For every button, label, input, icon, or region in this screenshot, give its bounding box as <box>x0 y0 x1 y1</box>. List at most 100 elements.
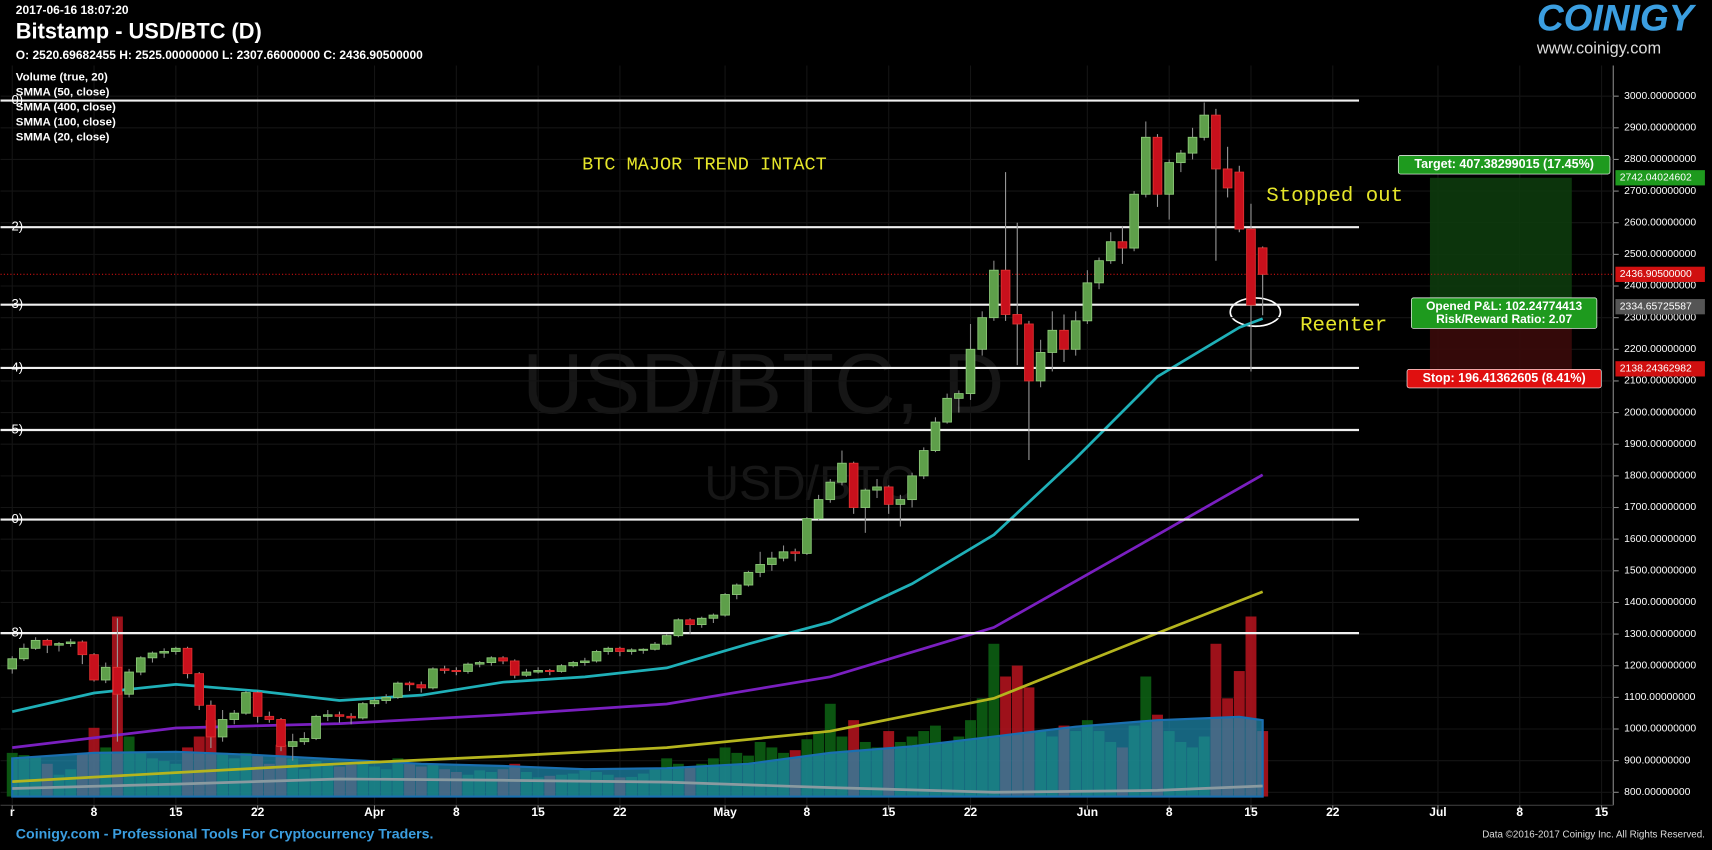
candle-body <box>825 481 836 501</box>
x-tick-label: 8 <box>453 805 460 819</box>
candle-body <box>311 715 321 739</box>
y-tick-label: 2400.00000000 <box>1624 281 1696 292</box>
candle-body <box>965 348 976 395</box>
x-tick-label: Jun <box>1077 805 1098 819</box>
candle-body <box>685 619 695 626</box>
candle-body <box>591 651 602 662</box>
candle-body <box>486 657 497 663</box>
level-label: 3) <box>11 296 23 311</box>
candle-body <box>1059 329 1069 350</box>
x-tick-label: 8 <box>1166 805 1173 819</box>
y-tick-label: 2800.00000000 <box>1624 154 1696 165</box>
x-tick-label: Apr <box>364 805 385 819</box>
candle-body <box>778 551 789 559</box>
y-tick-label: 2900.00000000 <box>1624 123 1696 134</box>
candle-body <box>638 648 649 651</box>
candle-body <box>720 594 730 616</box>
axis-marker-label: 2138.24362982 <box>1620 364 1692 375</box>
y-tick-label: 1900.00000000 <box>1624 439 1696 450</box>
target-zone <box>1429 177 1572 307</box>
y-tick-label: 2600.00000000 <box>1624 217 1696 228</box>
level-label: 2) <box>11 219 23 234</box>
y-tick-label: 1500.00000000 <box>1624 566 1696 577</box>
smma-line <box>12 590 1264 783</box>
y-tick-label: 1000.00000000 <box>1624 724 1696 735</box>
legend-entry: SMMA (50, close) <box>16 86 110 98</box>
y-tick-label: 900.00000000 <box>1624 755 1690 766</box>
level-label: 0) <box>11 511 23 526</box>
candle-body <box>942 397 952 423</box>
candle-body <box>65 641 76 645</box>
candle-body <box>416 684 427 689</box>
y-tick-label: 1400.00000000 <box>1624 597 1696 608</box>
x-tick-label: May <box>713 805 737 819</box>
axis-marker <box>1615 299 1705 315</box>
x-tick-label: 15 <box>882 805 896 819</box>
candle-body <box>1024 323 1034 382</box>
annotation: BTC MAJOR TREND INTACT <box>582 155 827 176</box>
candle-body <box>767 557 777 565</box>
candle-body <box>743 571 754 586</box>
candle-body <box>100 666 111 681</box>
candle-body <box>860 489 871 508</box>
x-tick-label: 22 <box>251 805 265 819</box>
level-label: 8) <box>11 625 23 640</box>
candle-body <box>580 660 590 663</box>
candle-body <box>930 421 941 451</box>
candle-body <box>112 666 123 695</box>
candle-body <box>135 657 146 673</box>
candle-body <box>7 658 18 670</box>
x-tick-label: Jul <box>1429 805 1446 819</box>
candle-body <box>299 738 310 743</box>
x-tick-label: 8 <box>1516 805 1523 819</box>
y-tick-label: 1100.00000000 <box>1624 692 1695 703</box>
timestamp: 2017-06-16 18:07:20 <box>16 3 129 17</box>
annotation: Stopped out <box>1266 185 1403 208</box>
volume-bar <box>988 643 1000 797</box>
candle-body <box>463 663 473 672</box>
y-tick-label: 1800.00000000 <box>1624 471 1696 482</box>
ohlc: O: 2520.69682455 H: 2525.00000000 L: 230… <box>16 48 423 62</box>
candle-body <box>509 660 520 676</box>
candle-body <box>474 662 485 665</box>
candle-body <box>428 668 438 689</box>
candle-body <box>89 654 99 681</box>
volume-bar <box>1245 616 1257 797</box>
candle-body <box>1035 352 1046 382</box>
candle-body <box>381 696 391 701</box>
y-tick-label: 2700.00000000 <box>1624 186 1696 197</box>
axis-marker-label: 2436.90500000 <box>1620 269 1692 280</box>
candle-body <box>194 673 205 706</box>
candle-body <box>626 649 637 652</box>
target-label: Target: 407.38299015 (17.45%) <box>1414 157 1594 171</box>
candle-body <box>369 700 380 705</box>
level-label: 0) <box>11 92 23 107</box>
candle-body <box>217 719 228 738</box>
legend-entry: SMMA (400, close) <box>16 101 116 113</box>
candle-body <box>708 614 719 619</box>
smma-line <box>12 777 1263 794</box>
candle-body <box>650 643 660 650</box>
axis-marker-label: 2334.65725587 <box>1620 301 1692 312</box>
volume-bar <box>1011 665 1023 797</box>
candle-body <box>731 584 742 595</box>
x-tick-label: 22 <box>1326 805 1340 819</box>
candle-body <box>1257 247 1268 275</box>
smma-line <box>11 317 1264 713</box>
candle-body <box>1164 162 1174 195</box>
candle-body <box>615 647 625 652</box>
candle-body <box>1187 136 1198 154</box>
candle-body <box>790 551 801 554</box>
candle-body <box>124 671 134 695</box>
axis-marker <box>1615 170 1705 186</box>
y-tick-label: 3000.00000000 <box>1624 91 1696 102</box>
candle-body <box>498 657 508 662</box>
y-tick-label: 2000.00000000 <box>1624 407 1696 418</box>
candle-body <box>1105 241 1116 262</box>
watermark: USD/BTC, D <box>522 337 1004 432</box>
candle-body <box>264 715 275 720</box>
candle-body <box>1117 241 1128 249</box>
y-tick-label: 2200.00000000 <box>1624 344 1696 355</box>
axis-marker-label: 2742.04024602 <box>1620 173 1692 184</box>
